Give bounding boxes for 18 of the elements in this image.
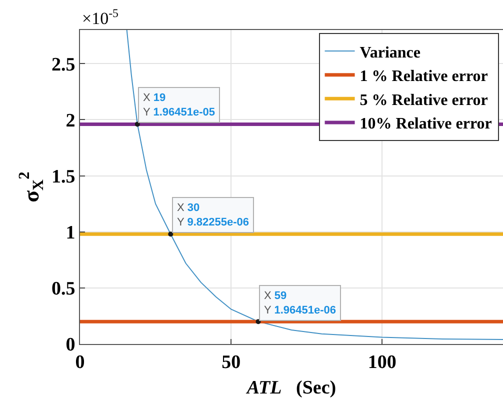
annotation: X 19 Y 1.96451e-05: [143, 92, 215, 118]
x-axis-title: ATL (Sec): [246, 378, 336, 399]
annotation: X 59 Y 1.96451e-06: [264, 290, 336, 316]
y-tick-label: 0: [66, 334, 76, 356]
legend-label: 5 % Relative error: [360, 92, 488, 109]
text: ×10$^{-5}$: [82, 6, 119, 28]
x-tick-label: 50: [222, 352, 241, 373]
legend-label: 1 % Relative error: [360, 68, 488, 86]
y-tick-label: 1.5: [51, 166, 76, 188]
y-tick-label: 2: [66, 110, 76, 132]
x-tick-label: 100: [368, 352, 396, 373]
legend-label: 10% Relative error: [360, 116, 492, 133]
legend-label: Variance: [360, 44, 421, 62]
y-tick-label: 0.5: [51, 278, 76, 300]
y-tick-label: 1: [66, 222, 76, 244]
y-tick-label: 2.5: [51, 54, 76, 76]
line-series: [126, 30, 503, 340]
annotation: X 30 Y 9.82255e-06: [177, 202, 249, 228]
